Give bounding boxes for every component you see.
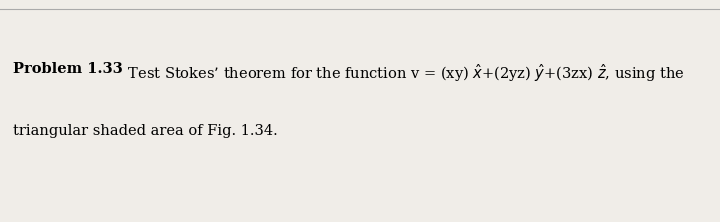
Text: Problem 1.33: Problem 1.33	[13, 62, 122, 76]
Text: triangular shaded area of Fig. 1.34.: triangular shaded area of Fig. 1.34.	[13, 124, 278, 138]
Text: Test Stokes’ theorem for the function v = (xy) $\hat{x}$+(2yz) $\hat{y}$+(3zx) $: Test Stokes’ theorem for the function v …	[122, 62, 684, 84]
